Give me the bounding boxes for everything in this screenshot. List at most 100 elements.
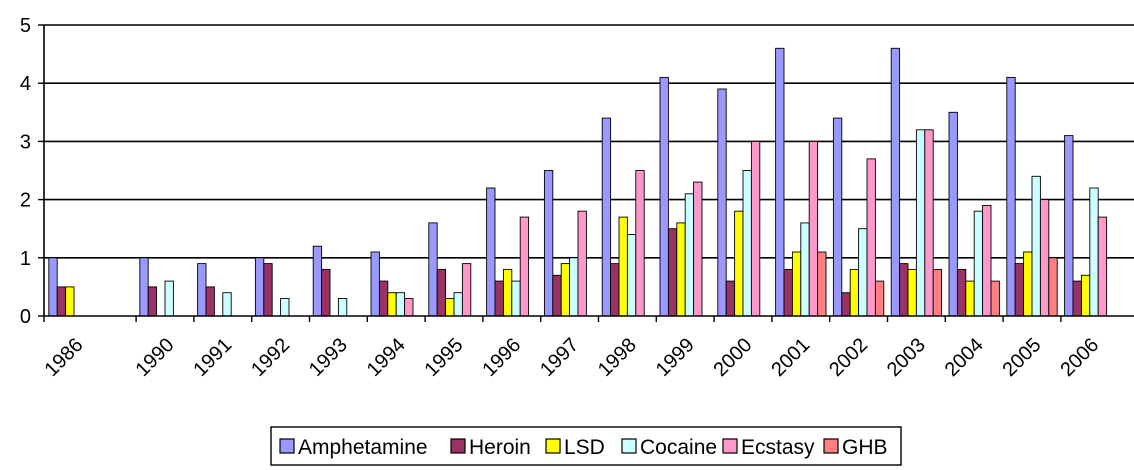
x-tick-label-1991: 1991 bbox=[189, 334, 236, 381]
bar-heroin-1996 bbox=[494, 280, 504, 317]
x-tick-label-2005: 2005 bbox=[999, 334, 1046, 381]
bar-heroin-1997 bbox=[552, 274, 562, 317]
bar-cocaine-1994 bbox=[395, 292, 406, 317]
bar-ecstasy-1995 bbox=[461, 263, 472, 317]
bar-amphetamine-1997 bbox=[543, 170, 554, 317]
legend-label-cocaine: Cocaine bbox=[640, 436, 717, 459]
bar-cocaine-2005 bbox=[1031, 175, 1041, 317]
bar-cocaine-2004 bbox=[973, 210, 984, 317]
bar-heroin-2001 bbox=[783, 268, 793, 317]
bar-cocaine-1996 bbox=[511, 280, 521, 317]
bar-ecstasy-2002 bbox=[866, 158, 876, 317]
bar-ecstasy-2003 bbox=[924, 129, 934, 317]
bar-cocaine-1992 bbox=[280, 298, 290, 317]
x-tick-label-1997: 1997 bbox=[536, 334, 583, 381]
legend-swatch-ecstasy bbox=[722, 438, 738, 454]
bar-heroin-1990 bbox=[147, 286, 158, 317]
x-tick-label-1992: 1992 bbox=[247, 334, 294, 381]
bar-lsd-1986 bbox=[65, 286, 75, 317]
x-tick-label-1994: 1994 bbox=[363, 334, 410, 381]
legend-swatch-cocaine bbox=[621, 438, 637, 454]
bar-heroin-2000 bbox=[725, 280, 736, 317]
bar-lsd-1996 bbox=[502, 268, 513, 317]
x-tick-label-1995: 1995 bbox=[421, 334, 468, 381]
legend-swatch-amphetamine bbox=[279, 438, 295, 454]
x-tick-label-1999: 1999 bbox=[652, 334, 699, 381]
x-tick-label-2004: 2004 bbox=[941, 334, 988, 381]
bar-lsd-2001 bbox=[791, 251, 802, 317]
bar-ghb-2003 bbox=[932, 268, 943, 317]
y-tick-label: 0 bbox=[20, 306, 31, 328]
bar-amphetamine-1995 bbox=[428, 222, 438, 317]
bar-amphetamine-2000 bbox=[717, 88, 727, 317]
bar-amphetamine-2004 bbox=[948, 111, 958, 317]
bar-ecstasy-1994 bbox=[404, 298, 414, 317]
bar-ecstasy-2005 bbox=[1039, 199, 1050, 317]
x-tick-label-2003: 2003 bbox=[883, 334, 930, 381]
legend-label-ecstasy: Ecstasy bbox=[741, 436, 815, 459]
bar-amphetamine-1991 bbox=[197, 263, 207, 317]
bar-lsd-2006 bbox=[1080, 274, 1091, 317]
bar-cocaine-1998 bbox=[626, 234, 637, 317]
bar-lsd-2000 bbox=[734, 210, 744, 317]
bar-lsd-1994 bbox=[387, 292, 397, 317]
legend-swatch-heroin bbox=[450, 438, 466, 454]
bar-ghb-2005 bbox=[1048, 257, 1058, 317]
bar-lsd-1997 bbox=[560, 263, 571, 317]
bar-cocaine-2003 bbox=[915, 129, 926, 317]
bar-amphetamine-1990 bbox=[139, 257, 149, 317]
x-tick-label-1998: 1998 bbox=[594, 334, 641, 381]
bar-lsd-2004 bbox=[965, 280, 975, 317]
bar-heroin-2002 bbox=[841, 292, 851, 317]
bar-heroin-1994 bbox=[378, 280, 389, 317]
bar-cocaine-2002 bbox=[858, 228, 868, 317]
bar-cocaine-2006 bbox=[1089, 187, 1099, 317]
bar-cocaine-1993 bbox=[337, 298, 348, 317]
x-tick-label-2001: 2001 bbox=[767, 334, 814, 381]
bar-ecstasy-1997 bbox=[577, 210, 587, 317]
x-tick-label-1996: 1996 bbox=[478, 334, 525, 381]
bar-ecstasy-2001 bbox=[808, 140, 819, 317]
bar-cocaine-2000 bbox=[742, 170, 752, 317]
x-tick-label-2000: 2000 bbox=[710, 334, 757, 381]
bar-amphetamine-2005 bbox=[1006, 76, 1016, 317]
bar-heroin-2004 bbox=[956, 268, 967, 317]
legend-label-lsd: LSD bbox=[564, 436, 605, 459]
x-tick-label-2002: 2002 bbox=[825, 334, 872, 381]
bar-heroin-1999 bbox=[667, 228, 678, 317]
bar-heroin-1986 bbox=[56, 286, 67, 317]
bar-ecstasy-1999 bbox=[693, 181, 703, 317]
legend-box bbox=[270, 426, 902, 466]
bar-amphetamine-2003 bbox=[890, 47, 901, 317]
legend-swatch-ghb bbox=[823, 438, 839, 454]
y-tick-label: 3 bbox=[20, 131, 31, 153]
bar-ghb-2002 bbox=[874, 280, 885, 317]
bar-ghb-2004 bbox=[990, 280, 1000, 317]
bar-amphetamine-1993 bbox=[312, 245, 323, 317]
bar-heroin-2005 bbox=[1014, 263, 1025, 317]
bar-heroin-1991 bbox=[205, 286, 215, 317]
bar-lsd-2003 bbox=[907, 268, 917, 317]
y-tick-label: 4 bbox=[20, 73, 31, 95]
y-tick-label: 5 bbox=[20, 15, 31, 37]
bar-heroin-2006 bbox=[1072, 280, 1082, 317]
bar-amphetamine-1986 bbox=[48, 257, 58, 317]
bar-amphetamine-1992 bbox=[254, 257, 265, 317]
bar-lsd-1999 bbox=[676, 222, 686, 317]
bar-heroin-1995 bbox=[436, 268, 447, 317]
bar-ghb-2001 bbox=[817, 251, 827, 317]
bar-heroin-1998 bbox=[610, 263, 620, 317]
legend: Amphetamine Heroin LSD Cocaine Ecstasy GHB bbox=[270, 426, 902, 466]
bar-amphetamine-1999 bbox=[659, 76, 669, 317]
bar-ecstasy-2000 bbox=[750, 140, 761, 317]
legend-label-ghb: GHB bbox=[842, 436, 888, 459]
bar-ecstasy-2006 bbox=[1097, 216, 1108, 317]
bar-amphetamine-2001 bbox=[775, 47, 785, 317]
bar-cocaine-1999 bbox=[684, 193, 695, 317]
bar-cocaine-1990 bbox=[164, 280, 174, 317]
bar-amphetamine-2006 bbox=[1064, 135, 1074, 317]
x-tick-label-1993: 1993 bbox=[305, 334, 352, 381]
x-tick-label-1986: 1986 bbox=[41, 334, 88, 381]
